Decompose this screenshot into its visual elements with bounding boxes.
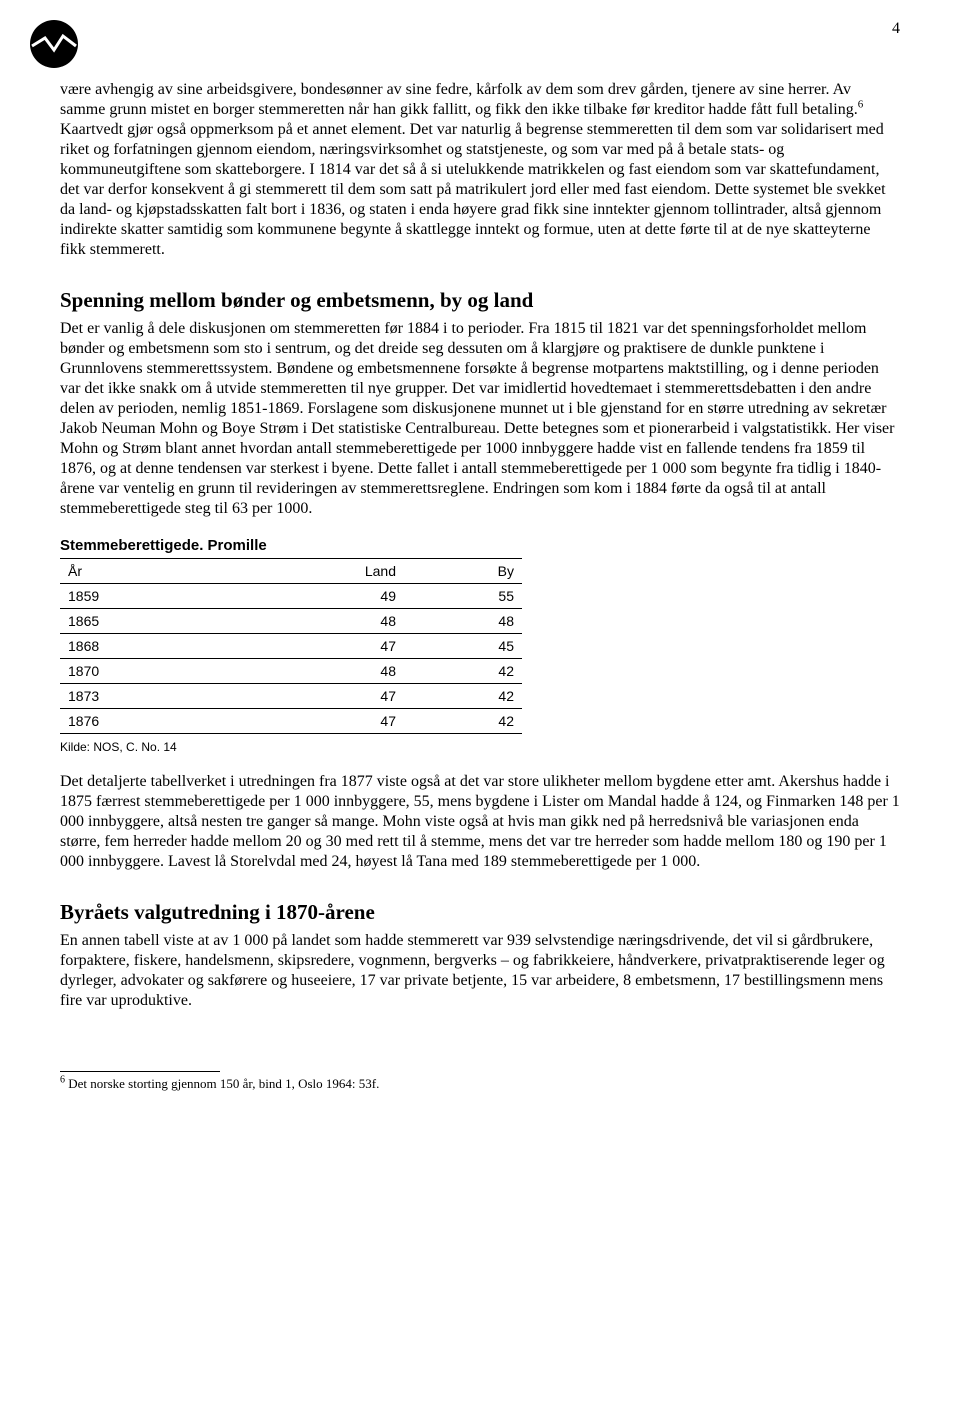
table-header-by: By [404, 559, 522, 584]
footnote-separator [60, 1071, 220, 1072]
table-row: 18594955 [60, 584, 522, 609]
table-row: 18764742 [60, 709, 522, 734]
table-cell: 1873 [60, 684, 232, 709]
table-source: Kilde: NOS, C. No. 14 [60, 740, 900, 754]
paragraph-4: En annen tabell viste at av 1 000 på lan… [60, 931, 900, 1011]
table-cell: 1865 [60, 609, 232, 634]
heading-spenning: Spenning mellom bønder og embetsmenn, by… [60, 288, 900, 313]
table-cell: 1876 [60, 709, 232, 734]
footnote-ref-6: 6 [858, 99, 864, 111]
table-cell: 42 [404, 684, 522, 709]
footnote-6: 6 Det norske storting gjennom 150 år, bi… [60, 1076, 900, 1093]
table-header-land: Land [232, 559, 404, 584]
page-number: 4 [892, 20, 900, 38]
table-cell: 47 [232, 634, 404, 659]
table-cell: 48 [232, 659, 404, 684]
table-cell: 1859 [60, 584, 232, 609]
paragraph-2: Det er vanlig å dele diskusjonen om stem… [60, 319, 900, 519]
table-header-row: År Land By [60, 559, 522, 584]
table-row: 18704842 [60, 659, 522, 684]
table-cell: 49 [232, 584, 404, 609]
table-cell: 55 [404, 584, 522, 609]
table-cell: 1868 [60, 634, 232, 659]
paragraph-3: Det detaljerte tabellverket i utredninge… [60, 772, 900, 872]
paragraph-1-text-b: Kaartvedt gjør også oppmerksom på et ann… [60, 121, 886, 258]
table-row: 18684745 [60, 634, 522, 659]
table-header-year: År [60, 559, 232, 584]
heading-byraaets: Byråets valgutredning i 1870-årene [60, 900, 900, 925]
table-cell: 48 [404, 609, 522, 634]
table-cell: 47 [232, 684, 404, 709]
table-cell: 47 [232, 709, 404, 734]
paragraph-1-text-a: være avhengig av sine arbeidsgivere, bon… [60, 81, 858, 118]
stemmeberettigede-table: År Land By 18594955186548481868474518704… [60, 558, 522, 734]
table-cell: 42 [404, 709, 522, 734]
footnote-text: Det norske storting gjennom 150 år, bind… [65, 1076, 379, 1091]
paragraph-1: være avhengig av sine arbeidsgivere, bon… [60, 80, 900, 260]
table-cell: 48 [232, 609, 404, 634]
table-cell: 45 [404, 634, 522, 659]
table-cell: 42 [404, 659, 522, 684]
table-title: Stemmeberettigede. Promille [60, 537, 900, 554]
table-cell: 1870 [60, 659, 232, 684]
table-row: 18654848 [60, 609, 522, 634]
circle-zigzag-logo-icon [30, 20, 78, 68]
table-row: 18734742 [60, 684, 522, 709]
